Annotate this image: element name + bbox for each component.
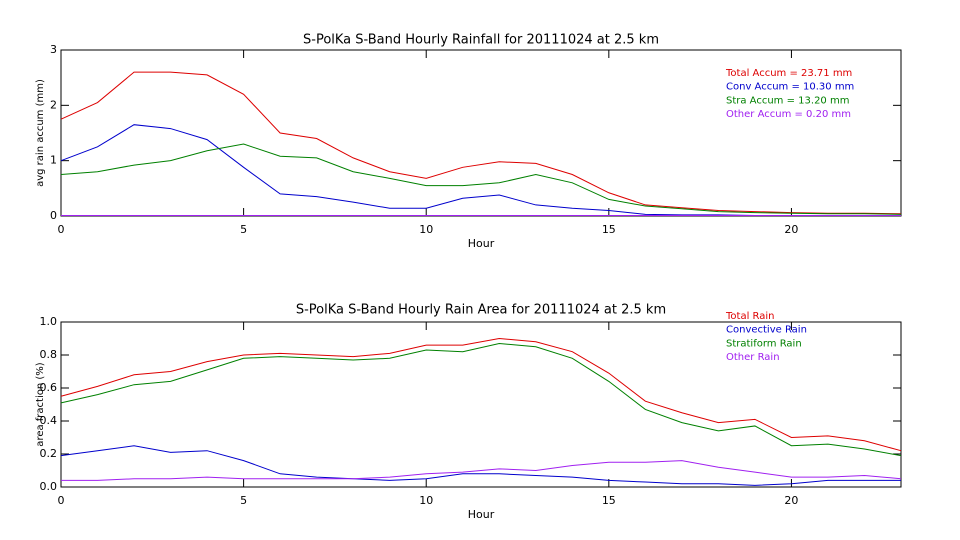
- legend-entry: Stratiform Rain: [726, 338, 802, 349]
- y-tick-label: 0.8: [40, 348, 58, 361]
- legend-entry: Total Rain: [725, 311, 775, 322]
- legend-entry: Convective Rain: [726, 325, 807, 336]
- legend-entry: Stra Accum = 13.20 mm: [726, 95, 849, 106]
- y-tick-label: 0.6: [40, 381, 58, 394]
- legend-entry: Total Accum = 23.71 mm: [725, 68, 852, 79]
- x-axis-label: Hour: [468, 237, 495, 250]
- y-axis-label: avg rain accum (mm): [35, 79, 46, 187]
- data-line: [61, 460, 902, 481]
- chart-title: S-PolKa S-Band Hourly Rainfall for 20111…: [303, 33, 659, 48]
- y-tick-label: 1.0: [40, 315, 58, 328]
- legend-entry: Other Rain: [726, 352, 780, 363]
- y-tick-label: 0: [50, 209, 57, 222]
- x-tick-label: 20: [784, 494, 798, 507]
- x-tick-label: 5: [240, 223, 247, 236]
- x-tick-label: 20: [784, 223, 798, 236]
- data-line: [60, 143, 902, 215]
- x-tick-label: 15: [602, 494, 616, 507]
- x-tick-label: 0: [58, 494, 65, 507]
- x-tick-label: 5: [240, 494, 247, 507]
- data-line: [60, 342, 902, 457]
- data-line: [60, 445, 901, 486]
- data-line: [60, 124, 901, 216]
- y-tick-label: 2: [50, 98, 57, 111]
- legend-entry: Other Accum = 0.20 mm: [726, 109, 851, 120]
- y-tick-label: 1: [50, 154, 57, 167]
- x-tick-label: 10: [419, 223, 433, 236]
- y-tick-label: 0.2: [40, 447, 58, 460]
- legend-entry: Conv Accum = 10.30 mm: [726, 82, 854, 93]
- x-tick-label: 0: [58, 223, 65, 236]
- plot-frame: [60, 49, 902, 217]
- data-line: [60, 71, 902, 215]
- y-axis-label: area fraction (%): [35, 362, 46, 446]
- y-tick-label: 0.4: [40, 414, 58, 427]
- y-tick-label: 0.0: [40, 480, 58, 493]
- x-axis-label: Hour: [468, 508, 495, 521]
- x-tick-label: 15: [602, 223, 616, 236]
- chart-title: S-PolKa S-Band Hourly Rain Area for 2011…: [296, 303, 666, 318]
- x-tick-label: 10: [419, 494, 433, 507]
- data-line: [60, 337, 902, 452]
- y-tick-label: 3: [50, 43, 57, 56]
- plot-frame: [60, 321, 902, 488]
